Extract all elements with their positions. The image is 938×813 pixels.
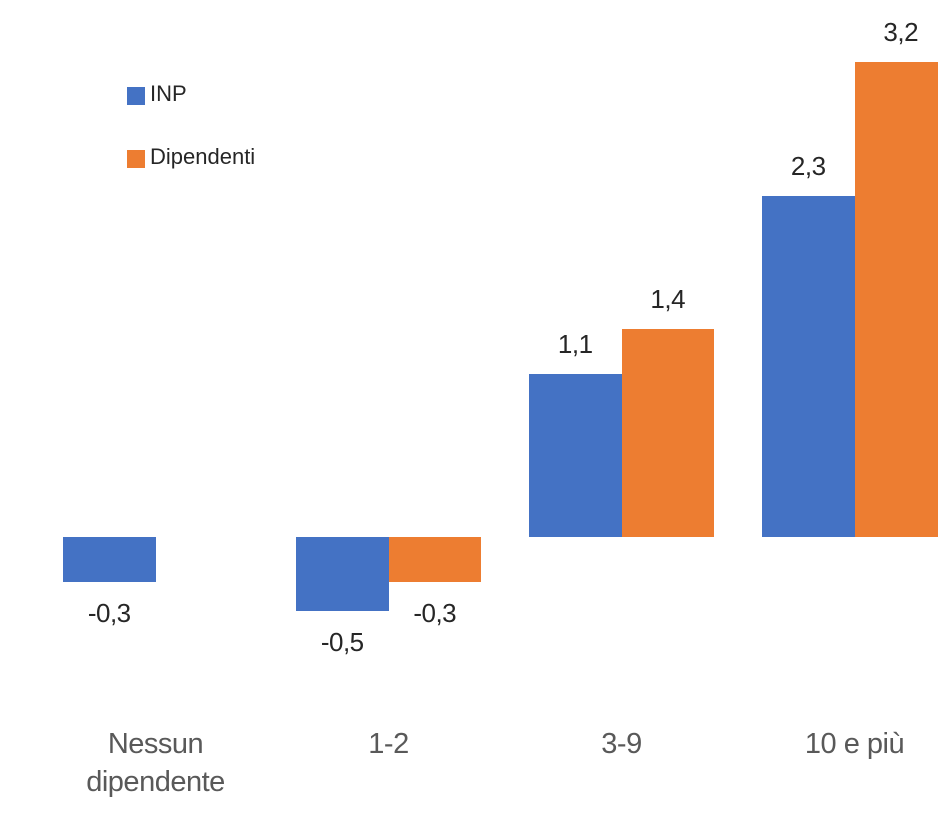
legend-swatch <box>127 150 145 168</box>
legend-swatch <box>127 87 145 105</box>
x-tick-label: 1-2 <box>368 728 409 760</box>
bar <box>63 537 156 582</box>
bar <box>854 62 938 537</box>
bar <box>388 537 481 582</box>
x-tick-label: Nessun dipendente <box>86 728 225 798</box>
bar <box>762 195 855 537</box>
value-label: -0,5 <box>320 627 364 658</box>
bar <box>296 537 389 612</box>
value-label: 3,2 <box>883 17 919 48</box>
legend-label: INP <box>150 81 187 106</box>
value-label: -0,3 <box>87 597 131 628</box>
bar <box>621 329 714 537</box>
x-tick-label: 10 e più <box>804 728 905 760</box>
value-label: 2,3 <box>790 150 826 181</box>
value-label: -0,3 <box>413 597 457 628</box>
legend-label: Dipendenti <box>150 144 256 169</box>
value-label: 1,4 <box>650 284 686 315</box>
x-tick-label: 3-9 <box>601 728 642 760</box>
bar <box>529 373 622 537</box>
value-label: 1,1 <box>557 328 593 359</box>
